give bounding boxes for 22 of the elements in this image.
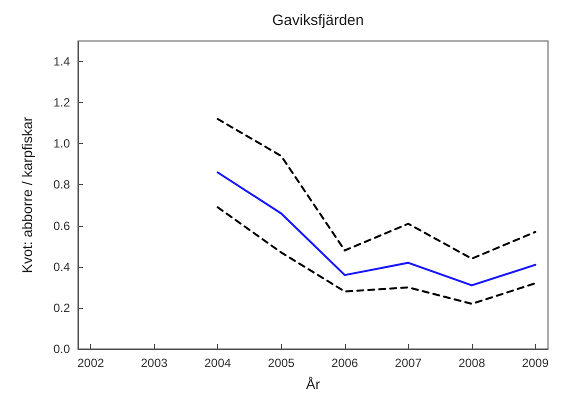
- x-axis-title: År: [306, 376, 320, 392]
- x-tick-label: 2002: [77, 356, 104, 370]
- y-tick-label: 0.4: [53, 260, 70, 274]
- y-axis-title: Kvot: abborre / karpfiskar: [19, 116, 35, 274]
- y-tick-label: 1.2: [53, 96, 70, 110]
- y-tick-label: 1.0: [53, 136, 70, 151]
- x-tick-label: 2004: [204, 356, 232, 370]
- line-series: [216, 118, 536, 260]
- x-tick-label: 2007: [394, 356, 422, 370]
- y-tick-label: 0.0: [53, 342, 70, 356]
- y-tick-label: 0.2: [53, 300, 70, 315]
- x-tick-label: 2003: [140, 356, 168, 370]
- x-tick-label: 2009: [522, 356, 549, 370]
- line-series: [216, 171, 536, 286]
- y-tick-label: 0.8: [53, 178, 70, 192]
- y-tick-label: 0.6: [53, 218, 70, 233]
- x-tick-label: 2006: [331, 356, 358, 370]
- line-series: [216, 206, 536, 305]
- y-tick-label: 1.4: [53, 54, 70, 69]
- chart-title: Gaviksfjärden: [272, 12, 364, 29]
- x-tick-label: 2008: [458, 356, 486, 370]
- x-tick-label: 2005: [268, 356, 295, 370]
